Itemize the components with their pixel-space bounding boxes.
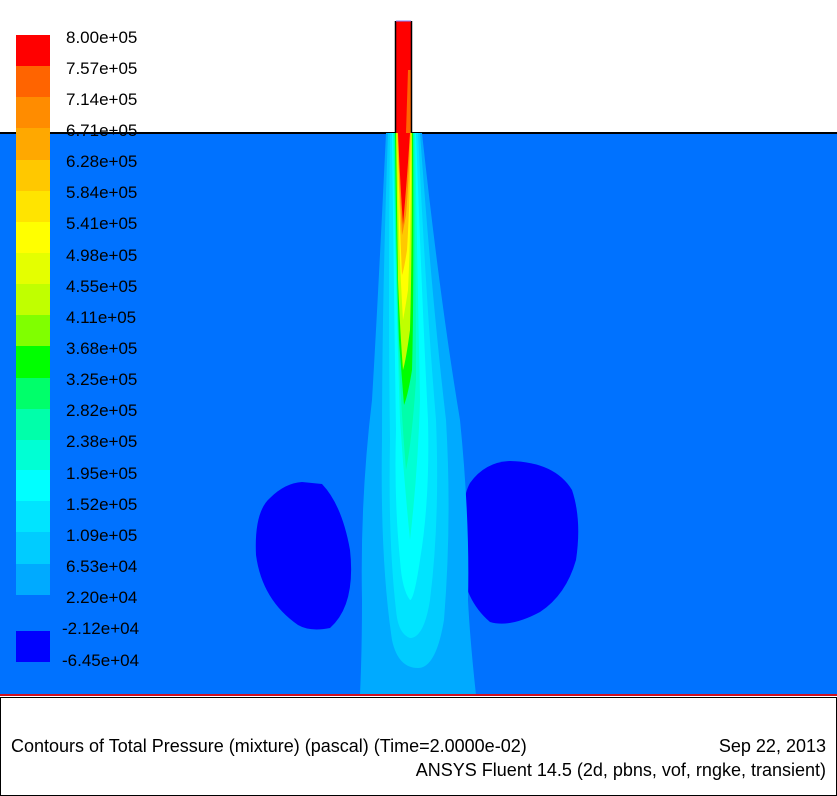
caption-title: Contours of Total Pressure (mixture) (pa…: [11, 736, 527, 756]
caption-box: Contours of Total Pressure (mixture) (pa…: [0, 697, 837, 796]
contour-plot: [0, 20, 837, 695]
tick-label: 4.55e+05: [66, 277, 138, 296]
domain-boundary-line: [0, 694, 837, 696]
tick-label: 4.11e+05: [66, 308, 137, 327]
swatch-3.68e+05: [16, 346, 50, 378]
tick-label: 2.38e+05: [66, 432, 138, 451]
swatch-6.53e+04: [16, 564, 50, 595]
tick-label: 6.71e+05: [66, 121, 138, 140]
tick-label: 6.28e+05: [66, 152, 138, 171]
swatch-2.38e+05: [16, 440, 50, 470]
tick-label: 4.98e+05: [66, 246, 138, 265]
tick-label: 2.82e+05: [66, 401, 138, 420]
tick-label: -2.12e+04: [62, 619, 140, 638]
swatch-2.20e+04: [16, 595, 50, 626]
tick-label: 8.00e+05: [66, 28, 138, 47]
swatch-3.25e+05: [16, 378, 50, 409]
swatch-6.28e+05: [16, 160, 50, 191]
swatch-5.41e+05: [16, 222, 50, 253]
left-vortex: [255, 482, 352, 630]
tick-label: 1.95e+05: [66, 464, 138, 483]
swatch-4.11e+05: [16, 315, 50, 346]
swatch-1.09e+05: [16, 532, 50, 564]
swatch-negative: [16, 631, 50, 662]
caption-line-1: Contours of Total Pressure (mixture) (pa…: [11, 736, 826, 757]
tick-label: 7.14e+05: [66, 90, 138, 109]
right-vortex: [460, 461, 579, 624]
tick-label: 7.57e+05: [66, 59, 138, 78]
swatch-4.55e+05: [16, 284, 50, 315]
swatch-6.71e+05: [16, 128, 50, 160]
swatch-8.00e+05: [16, 35, 50, 66]
tick-label: -6.45e+04: [62, 651, 140, 670]
tick-label: 5.84e+05: [66, 183, 138, 202]
swatch-5.84e+05: [16, 191, 50, 222]
swatch-4.98e+05: [16, 253, 50, 284]
swatch-7.14e+05: [16, 97, 50, 128]
caption-date: Sep 22, 2013: [718, 736, 826, 756]
nozzle-edge-gradient: [406, 70, 411, 133]
tick-label: 3.68e+05: [66, 339, 138, 358]
swatch-1.95e+05: [16, 470, 50, 501]
caption-software: ANSYS Fluent 14.5 (2d, pbns, vof, rngke,…: [415, 760, 826, 780]
tick-label: 1.52e+05: [66, 495, 138, 514]
tick-label: 5.41e+05: [66, 214, 138, 233]
plume-core-red: [398, 133, 410, 225]
tick-label: 3.25e+05: [66, 370, 138, 389]
swatch-1.52e+05: [16, 501, 50, 532]
tick-label: 6.53e+04: [66, 557, 138, 576]
swatch-2.82e+05: [16, 409, 50, 440]
tick-label: 2.20e+04: [66, 588, 138, 607]
swatch-7.57e+05: [16, 66, 50, 97]
tick-label: 1.09e+05: [66, 526, 138, 545]
